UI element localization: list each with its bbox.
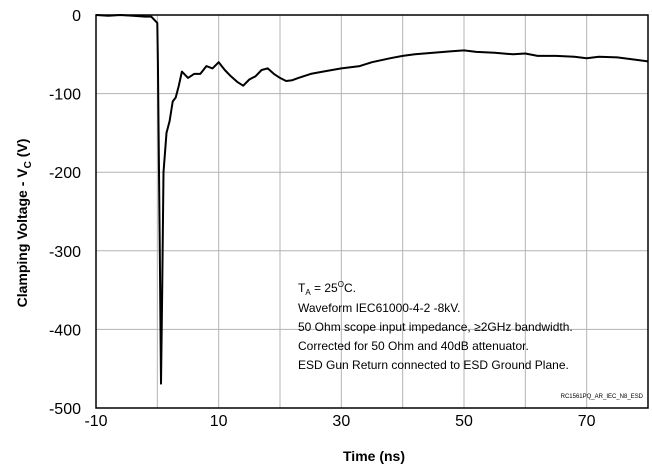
y-tick-labels: 0 -100 -200 -300 -400 -500: [49, 8, 81, 418]
annotation-line-ground: ESD Gun Return connected to ESD Ground P…: [298, 358, 569, 372]
series-line: [95, 14, 649, 385]
figure-id: RC1561PQ_AR_IEC_N8_ESD: [561, 394, 644, 400]
x-tick-labels: -10 10 30 50 70: [84, 413, 595, 430]
x-tick-label: 30: [332, 413, 350, 430]
plot-frame: [95, 14, 649, 409]
annotation-line-correction: Corrected for 50 Ohm and 40dB attenuator…: [298, 339, 529, 353]
annotation-temperature: TA = 25OC.: [298, 280, 356, 297]
y-axis-title: Clamping Voltage - VC (V): [14, 139, 34, 308]
annotation-line-impedance: 50 Ohm scope input impedance, ≥2GHz band…: [298, 320, 573, 334]
x-tick-label: 50: [455, 413, 473, 430]
y-tick-label: 0: [72, 8, 81, 25]
grid-lines: [96, 15, 648, 408]
annotation-box: TA = 25OC. Waveform IEC61000-4-2 -8kV. 5…: [298, 280, 573, 372]
x-axis-title: Time (ns): [343, 448, 405, 464]
y-tick-label: -300: [49, 244, 81, 261]
annotation-line-waveform: Waveform IEC61000-4-2 -8kV.: [298, 301, 461, 315]
series-path: [95, 14, 649, 385]
y-tick-label: -500: [49, 401, 81, 418]
y-tick-label: -100: [49, 87, 81, 104]
x-tick-label: 10: [210, 413, 228, 430]
x-tick-label: 70: [578, 413, 596, 430]
y-tick-label: -200: [49, 165, 81, 182]
y-tick-label: -400: [49, 322, 81, 339]
x-tick-label: -10: [84, 413, 107, 430]
